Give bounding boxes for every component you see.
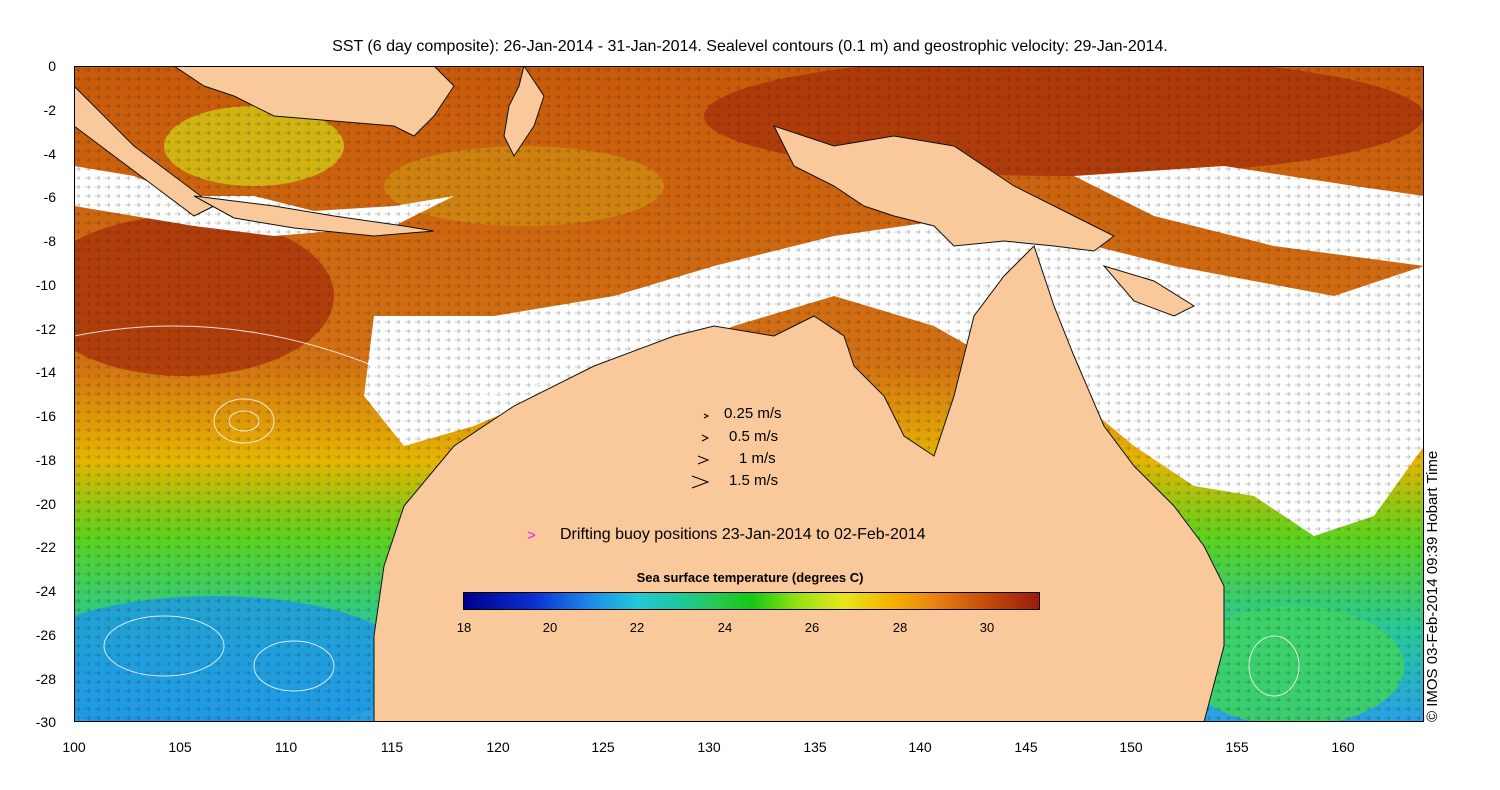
- contour: [228, 410, 260, 432]
- land-sulawesi: [503, 64, 545, 157]
- contour: [253, 640, 335, 692]
- contour: [103, 615, 225, 677]
- colorbar-tick-label: 28: [892, 620, 908, 635]
- x-tick-label: 100: [62, 739, 86, 755]
- colorbar-tick-label: 30: [979, 620, 995, 635]
- x-tick-label: 120: [486, 739, 510, 755]
- x-tick-label: 110: [274, 739, 298, 755]
- land-new-guinea: [773, 125, 1115, 252]
- colorbar-tick-label: 22: [629, 620, 645, 635]
- y-tick-label: -24: [35, 583, 56, 599]
- y-tick-label: -2: [43, 102, 56, 118]
- arrow-15-icon: [691, 475, 710, 489]
- x-tick-label: 125: [591, 739, 615, 755]
- y-tick-label: -6: [43, 189, 56, 205]
- x-tick-label: 160: [1331, 739, 1355, 755]
- contour: [213, 398, 275, 444]
- figure-title: SST (6 day composite): 26-Jan-2014 - 31-…: [332, 38, 1168, 55]
- y-tick-label: -18: [35, 452, 56, 468]
- y-tick-label: 0: [48, 58, 56, 74]
- y-tick-label: -16: [35, 408, 56, 424]
- velocity-legend-arrows: [691, 413, 710, 489]
- arrow-025-icon: [703, 413, 710, 419]
- y-tick-label: -14: [35, 364, 56, 380]
- velocity-legend-label: 0.25 m/s: [724, 405, 782, 422]
- x-tick-label: 150: [1119, 739, 1143, 755]
- arrow-1-icon: [697, 455, 710, 465]
- y-tick-label: -12: [35, 321, 56, 337]
- buoy-legend-label: Drifting buoy positions 23-Jan-2014 to 0…: [560, 526, 926, 543]
- sst-map: [14, 56, 1424, 736]
- y-tick-label: -30: [35, 714, 56, 730]
- buoy-marker-icon: >: [527, 527, 536, 544]
- y-tick-label: -28: [35, 671, 56, 687]
- x-tick-label: 135: [803, 739, 827, 755]
- velocity-legend-label: 1 m/s: [739, 450, 776, 467]
- colorbar: [463, 592, 1040, 610]
- colorbar-tick-label: 26: [804, 620, 820, 635]
- x-tick-label: 155: [1225, 739, 1249, 755]
- land-sumatra: [73, 84, 215, 217]
- credit-label: © IMOS 03-Feb-2014 09:39 Hobart Time: [1424, 450, 1441, 722]
- land-borneo: [172, 65, 455, 137]
- velocity-legend-label: 1.5 m/s: [729, 472, 779, 489]
- map-border: [74, 66, 1424, 722]
- x-tick-label: 140: [908, 739, 932, 755]
- colorbar-tick-label: 18: [456, 620, 472, 635]
- colorbar-title: Sea surface temperature (degrees C): [636, 570, 864, 585]
- map-svg: [14, 56, 1424, 736]
- land-solomon-islands: [1102, 265, 1196, 317]
- contour: [1248, 635, 1300, 697]
- x-tick-label: 145: [1014, 739, 1038, 755]
- x-tick-label: 130: [697, 739, 721, 755]
- colorbar-tick-label: 24: [717, 620, 733, 635]
- x-tick-label: 105: [168, 739, 192, 755]
- contour: [73, 325, 575, 395]
- y-tick-label: -26: [35, 627, 56, 643]
- y-tick-label: -8: [43, 233, 56, 249]
- velocity-legend-label: 0.5 m/s: [729, 428, 779, 445]
- y-tick-label: -22: [35, 539, 56, 555]
- sealevel-contours: [73, 325, 1300, 697]
- colorbar-tick-label: 20: [542, 620, 558, 635]
- x-tick-label: 115: [380, 739, 404, 755]
- y-tick-label: -10: [35, 277, 56, 293]
- land-java: [193, 195, 435, 237]
- arrow-05-icon: [701, 434, 710, 442]
- y-tick-label: -4: [43, 146, 56, 162]
- y-tick-label: -20: [35, 496, 56, 512]
